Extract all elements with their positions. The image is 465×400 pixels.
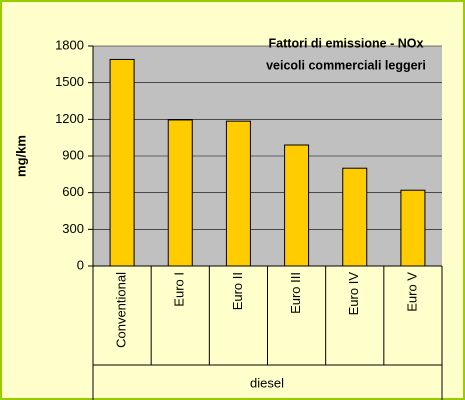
y-tick-label: 1500: [55, 74, 84, 89]
chart-title: Fattori di emissione - NOx: [269, 36, 424, 50]
bar: [167, 119, 193, 267]
y-tick-label: 600: [62, 184, 84, 199]
y-tick-label: 300: [62, 221, 84, 236]
bar: [284, 144, 310, 267]
group-label: diesel: [250, 375, 284, 390]
y-tick-label: 1200: [55, 111, 84, 126]
y-axis-label: mg/km: [13, 135, 28, 177]
y-tick-label: 0: [77, 257, 84, 272]
x-tick-label: Euro II: [230, 272, 245, 310]
bar: [400, 189, 426, 267]
x-tick-label: Euro V: [404, 272, 419, 312]
x-tick-label: Euro III: [288, 272, 303, 314]
bar: [342, 167, 368, 267]
y-tick-label: 900: [62, 147, 84, 162]
x-tick-label: Euro IV: [346, 272, 361, 316]
x-tick-label: Conventional: [114, 272, 129, 348]
y-tick-label: 1800: [55, 37, 84, 52]
bar: [109, 58, 135, 267]
bar: [225, 120, 251, 267]
x-tick-label: Euro I: [172, 272, 187, 307]
chart-subtitle: veicoli commerciali leggeri: [266, 58, 426, 72]
